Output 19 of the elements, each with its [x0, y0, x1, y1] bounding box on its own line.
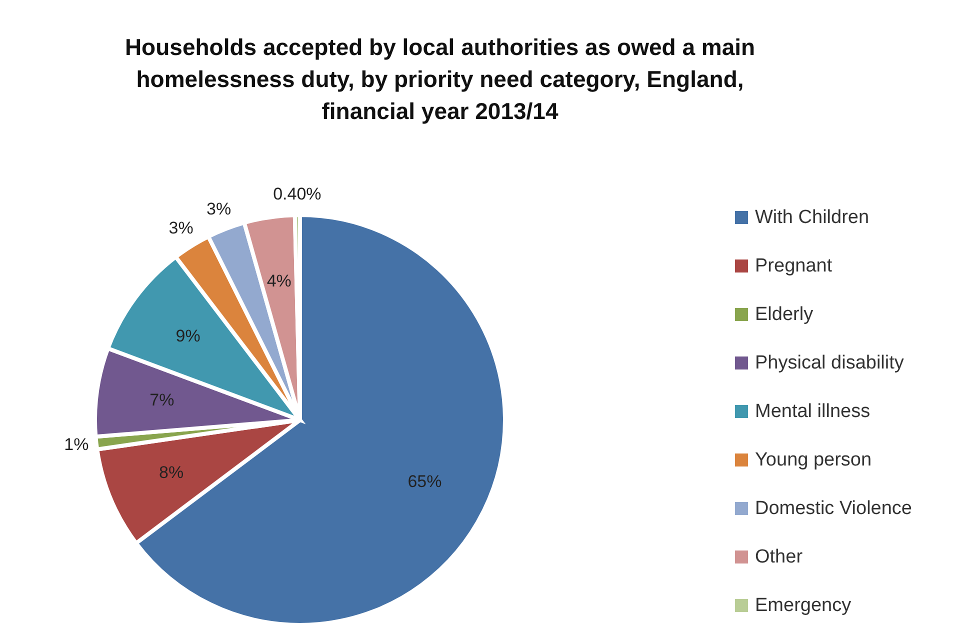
data-label: 3% — [168, 218, 194, 238]
legend-label: Young person — [755, 450, 872, 471]
legend-label: Pregnant — [755, 256, 833, 277]
data-label: 8% — [159, 463, 184, 482]
legend-label: With Children — [755, 207, 870, 228]
data-label: 9% — [176, 326, 200, 346]
data-label: 4% — [266, 272, 292, 291]
legend-label: Emergency — [755, 595, 852, 616]
chart-title: Households accepted by local authorities as owed a main homelessness duty, by priority need category, England, financial year 2013/14 — [124, 34, 756, 124]
data-label: 1% — [64, 434, 89, 454]
legend-label: Other — [755, 546, 804, 568]
legend-label: Physical disability — [755, 352, 904, 374]
data-label: 3% — [206, 200, 232, 219]
data-label: 65% — [408, 472, 442, 491]
legend-label: Mental illness — [755, 401, 870, 422]
data-label: 0.40% — [273, 184, 322, 204]
legend-label: Domestic Violence — [755, 498, 912, 520]
data-label: 7% — [150, 390, 174, 410]
legend-label: Elderly — [755, 304, 814, 326]
